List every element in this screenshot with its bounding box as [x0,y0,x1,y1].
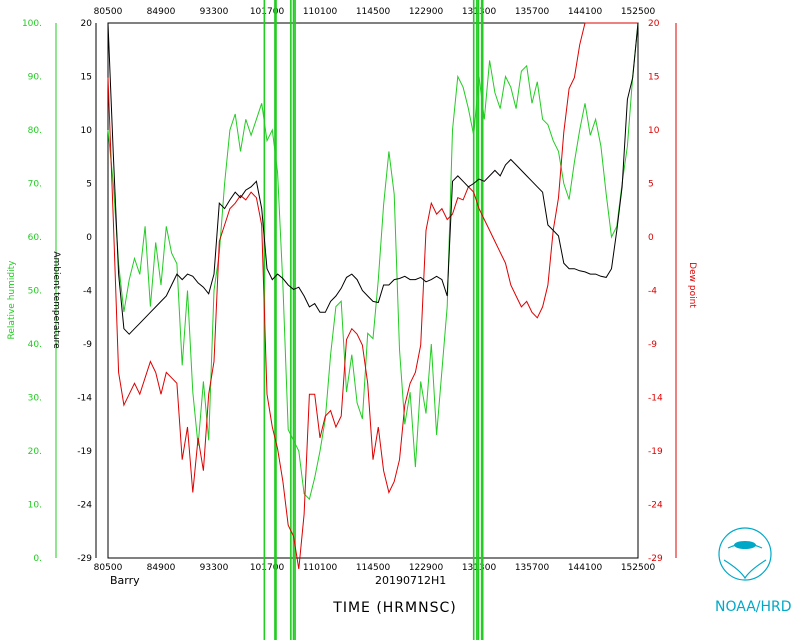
plot-frame [107,22,639,559]
x-tick-label-bottom: 80500 [94,563,123,573]
rh-tick-label: 50. [28,287,42,297]
dew-tick-label: -24 [648,501,663,511]
storm-name: Barry [110,574,140,587]
x-tick-labels-bottom: 80500 84900 93300 101700 110100 114500 122900 1… [94,563,656,573]
temp-tick-label: -19 [77,447,92,457]
x-tick-label-top: 114500 [356,7,391,17]
x-tick-label-top: 110100 [303,7,338,17]
x-tick-label-top: 135700 [515,7,550,17]
rh-tick-labels: 0. 10. 20. 30. 40. 50. 60. 70. 80. 90. 100. [22,19,42,564]
x-tick-label-bottom: 122900 [409,563,444,573]
rh-tick-label: 0. [33,554,42,564]
series-line-dew-point [107,22,638,569]
rh-tick-label: 70. [28,180,42,190]
x-tick-label-bottom: 135700 [515,563,550,573]
dew-tick-label: 15 [648,73,659,83]
x-axis-title: TIME (HRMNSC) [332,600,456,616]
noaa-logo-icon [718,527,772,581]
temp-tick-label: 10 [81,126,93,136]
dew-tick-label: 0 [648,233,654,243]
temp-tick-label: -9 [83,340,92,350]
dew-tick-label: -4 [648,287,657,297]
x-tick-label-top: 152500 [621,7,656,17]
temp-tick-label: -14 [77,394,92,404]
noaa-hrd-label: NOAA/HRD [715,599,792,615]
flight-id: 20190712H1 [375,574,446,587]
dew-tick-label: -9 [648,340,657,350]
dew-tick-label: 5 [648,180,654,190]
x-tick-label-bottom: 114500 [356,563,391,573]
x-tick-label-bottom: 101700 [250,563,285,573]
x-tick-label-bottom: 93300 [200,563,229,573]
x-tick-label-bottom: 84900 [147,563,176,573]
series-line-ambient-temperature [107,22,639,335]
x-tick-label-top: 80500 [94,7,123,17]
dew-tick-label: 20 [648,19,660,29]
temp-tick-label: -24 [77,501,92,511]
dew-tick-label: 10 [648,126,660,136]
temp-tick-label: -29 [77,554,92,564]
x-tick-label-bottom: 152500 [621,563,656,573]
x-tick-label-top: 93300 [200,7,229,17]
series-layer [107,22,639,569]
dew-tick-label: -19 [648,447,663,457]
x-tick-label-bottom: 110100 [303,563,338,573]
temp-tick-label: 15 [81,73,92,83]
x-tick-label-top: 101700 [250,7,285,17]
x-tick-label-top: 84900 [147,7,176,17]
rh-tick-label: 20. [28,447,42,457]
x-tick-labels-top: 80500 84900 93300 101700 110100 114500 122900 1… [94,7,656,17]
rh-tick-label: 10. [28,501,42,511]
series-line-relative-humidity [107,22,639,501]
rh-tick-label: 40. [28,340,42,350]
x-tick-label-top: 122900 [409,7,444,17]
rh-tick-label: 100. [22,19,42,29]
x-tick-label-bottom: 144100 [568,563,603,573]
temp-tick-label: -4 [83,287,92,297]
temp-tick-label: 0 [86,233,92,243]
dew-axis-title: Dew point [687,262,697,308]
rh-tick-label: 60. [28,233,42,243]
dew-tick-labels: -29 -24 -19 -14 -9 -4 0 5 10 15 20 [648,19,663,564]
x-tick-label-top: 144100 [568,7,603,17]
vertical-spikes [263,0,484,640]
temp-axis-title: Ambient temperature [51,251,61,349]
temp-tick-labels: -29 -24 -19 -14 -9 -4 0 5 10 15 20 [77,19,92,564]
rh-tick-label: 30. [28,394,42,404]
dew-tick-label: -29 [648,554,663,564]
temp-tick-label: 5 [86,180,92,190]
rh-tick-label: 90. [28,73,42,83]
dew-tick-label: -14 [648,394,663,404]
rh-tick-label: 80. [28,126,42,136]
rh-axis-title: Relative humidity [7,260,17,340]
temp-tick-label: 20 [81,19,93,29]
